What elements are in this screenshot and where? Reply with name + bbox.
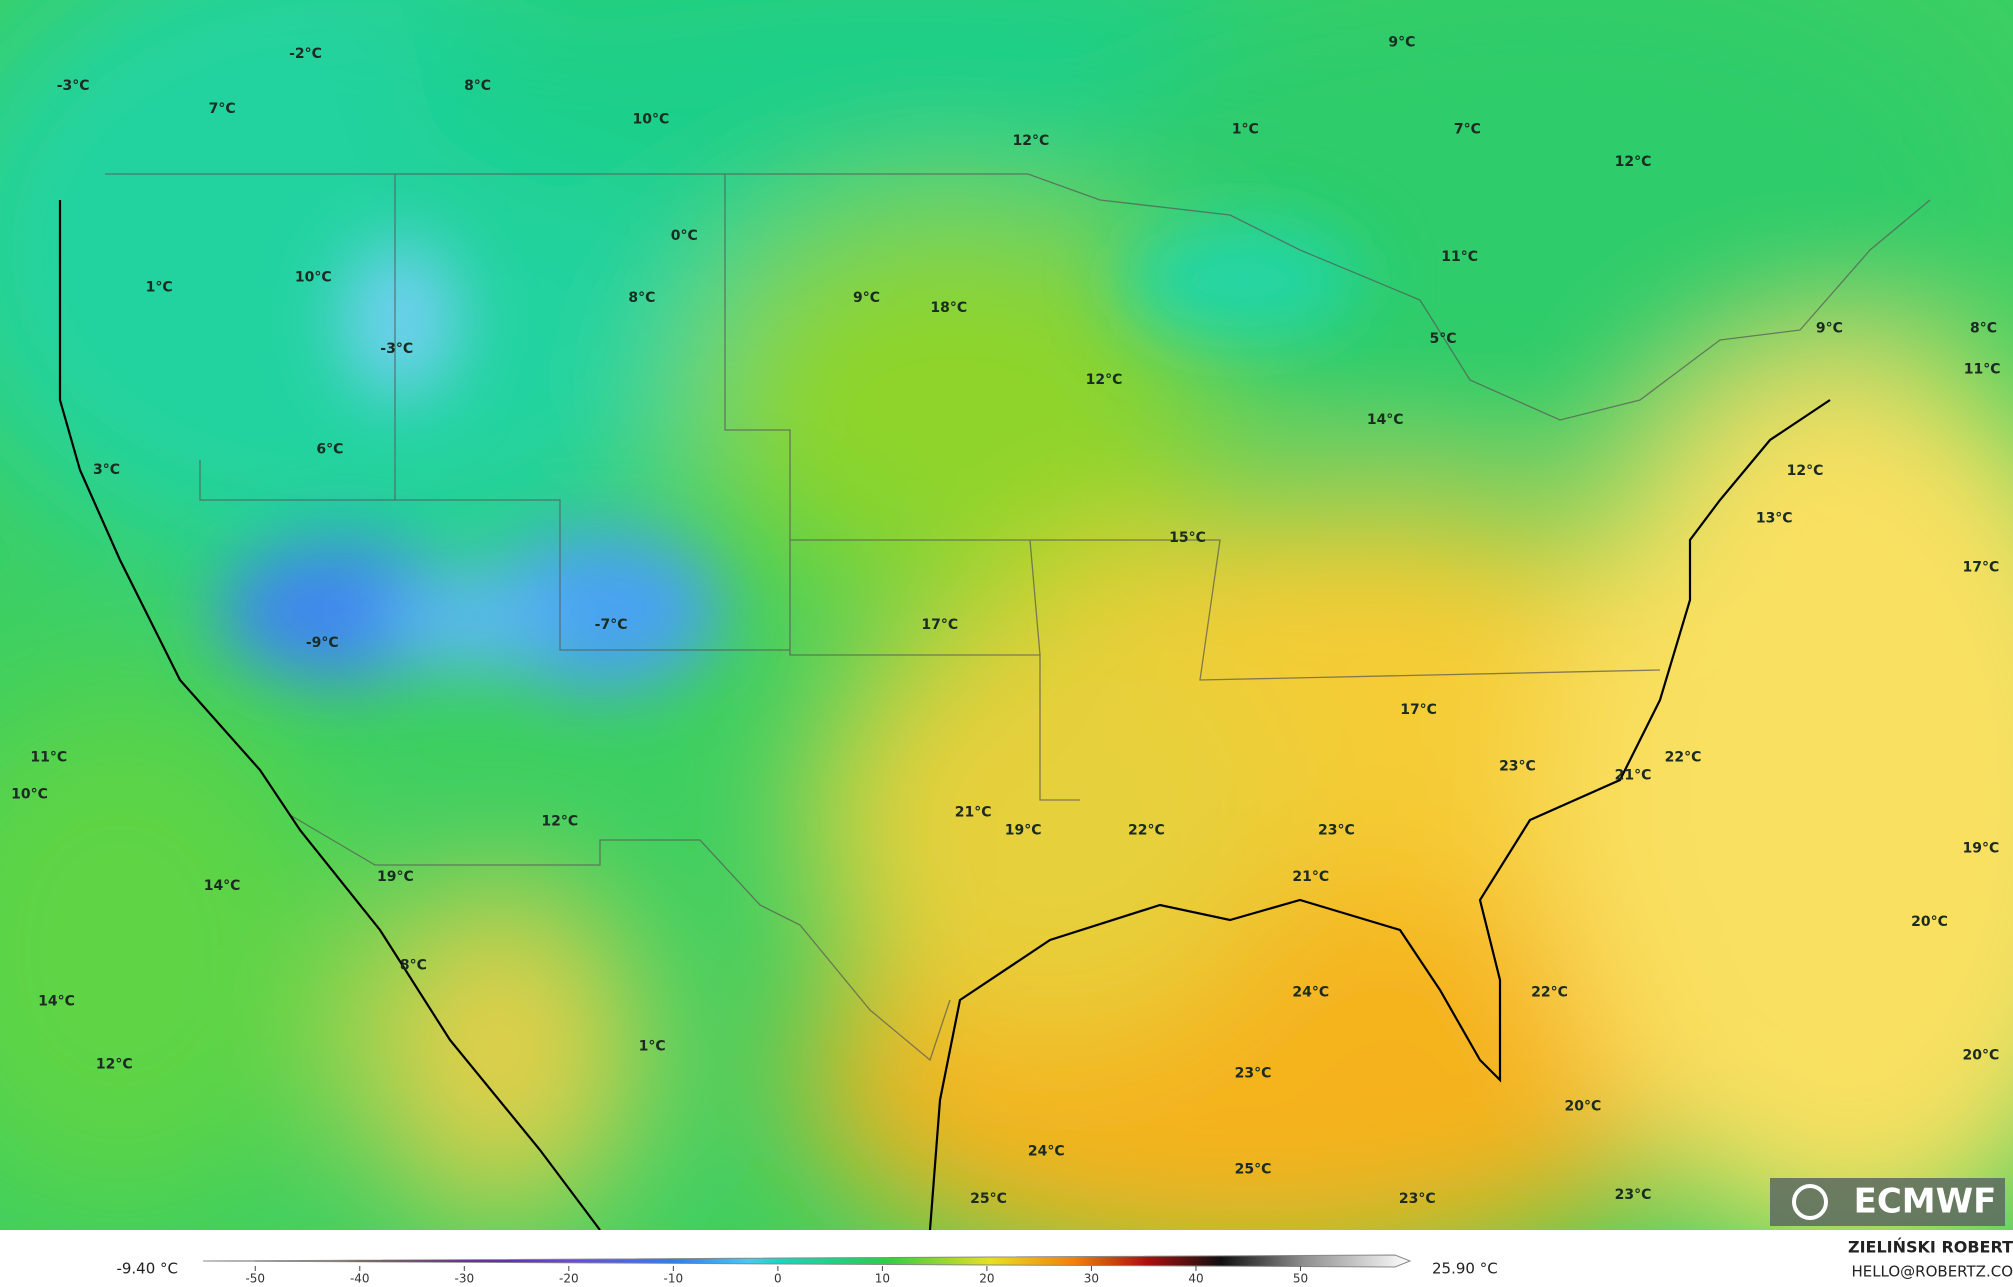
temperature-label: 17°C (1963, 559, 2000, 575)
temperature-label: 8°C (1970, 321, 1997, 337)
temperature-label: 5°C (1429, 331, 1456, 347)
temperature-label: 8°C (628, 290, 655, 306)
temperature-label: 20°C (1565, 1099, 1602, 1115)
colorbar-tick-label: -20 (559, 1272, 579, 1286)
temperature-label: 12°C (1615, 154, 1652, 170)
temperature-label: 1°C (1232, 122, 1259, 138)
colorbar-tick-label: -10 (664, 1272, 684, 1286)
temperature-label: 12°C (1013, 133, 1050, 149)
temperature-label: 10°C (295, 269, 332, 285)
credit-name: ZIELIŃSKI ROBERT (1848, 1238, 2013, 1257)
temperature-label: 14°C (38, 993, 75, 1009)
temperature-label: -7°C (595, 617, 628, 633)
temperature-label: 11°C (30, 749, 67, 765)
temperature-label: 22°C (1665, 749, 1702, 765)
temperature-label: 12°C (541, 814, 578, 830)
temperature-label: -2°C (289, 46, 322, 62)
temperature-label: 12°C (1787, 463, 1824, 479)
temperature-label: 20°C (1911, 914, 1948, 930)
max-label: 25.90 °C (1432, 1260, 1498, 1278)
colorbar-bar (202, 1254, 1412, 1268)
temperature-label: 24°C (1292, 984, 1329, 1000)
temperature-label: 23°C (1235, 1065, 1272, 1081)
temperature-label: 6°C (316, 441, 343, 457)
temperature-label: 3°C (93, 462, 120, 478)
temperature-label: 21°C (1615, 767, 1652, 783)
temperature-label: 11°C (1441, 249, 1478, 265)
borders (105, 173, 1931, 1062)
temperature-label: 22°C (1531, 984, 1568, 1000)
colorbar-tick-label: -50 (245, 1272, 265, 1286)
temperature-label: 9°C (1816, 321, 1843, 337)
temperature-label: 7°C (209, 101, 236, 117)
temperature-label: 25°C (1235, 1162, 1272, 1178)
temperature-label: 8°C (400, 957, 427, 973)
temperature-label: 17°C (1400, 702, 1437, 718)
temperature-label: 21°C (955, 805, 992, 821)
colorbar-tick-label: 10 (875, 1272, 890, 1286)
temperature-label: 9°C (853, 290, 880, 306)
temperature-label: 19°C (1963, 841, 2000, 857)
temperature-label: 19°C (1005, 823, 1042, 839)
temperature-label: -9°C (306, 635, 339, 651)
temperature-label: 14°C (1367, 412, 1404, 428)
temperature-label: 25°C (970, 1191, 1007, 1207)
temperature-label: 1°C (639, 1038, 666, 1054)
temperature-labels: -3°C -2°C 7°C 8°C 10°C 12°C 1°C 7°C 9°C 12°C 0°C 10… (11, 34, 2000, 1207)
temperature-label: -3°C (57, 78, 90, 94)
temperature-label: 11°C (1964, 362, 2001, 378)
temperature-label: -3°C (380, 341, 413, 357)
temperature-label: 8°C (464, 78, 491, 94)
min-label: -9.40 °C (116, 1260, 178, 1278)
temperature-label: 14°C (204, 878, 241, 894)
temperature-label: 1°C (146, 280, 173, 296)
colorbar-tick-label: -40 (350, 1272, 370, 1286)
coastline (58, 200, 1831, 1230)
temperature-label: 18°C (930, 300, 967, 316)
colorbar-tick-label: -30 (454, 1272, 474, 1286)
temperature-label: 23°C (1499, 758, 1536, 774)
logo-box: ECMWF (1770, 1178, 2005, 1226)
temperature-label: 13°C (1756, 511, 1793, 527)
temperature-label: 15°C (1169, 530, 1206, 546)
credit-site: HELLO@ROBERTZ.CO (1851, 1263, 2013, 1281)
temperature-label: 23°C (1318, 823, 1355, 839)
temperature-label: 9°C (1388, 34, 1415, 50)
colorbar-tick-label: 20 (979, 1272, 994, 1286)
temperature-label: 12°C (1086, 372, 1123, 388)
temperature-label: 7°C (1454, 122, 1481, 138)
temperature-label: 21°C (1292, 869, 1329, 885)
temperature-label: 20°C (1963, 1047, 2000, 1063)
temperature-label: 12°C (96, 1056, 133, 1072)
temperature-label: 0°C (671, 228, 698, 244)
temperature-label: 10°C (11, 787, 48, 803)
temperature-label: 10°C (633, 111, 670, 127)
temperature-label: 23°C (1399, 1191, 1436, 1207)
temperature-label: 23°C (1615, 1187, 1652, 1203)
temperature-label: 19°C (377, 869, 414, 885)
logo-text: ECMWF (1854, 1182, 1997, 1222)
colorbar-tick-label: 0 (774, 1272, 782, 1286)
colorbar-tick-label: 50 (1293, 1272, 1308, 1286)
temperature-label: 24°C (1028, 1144, 1065, 1160)
colorbar-tick-label: 40 (1188, 1272, 1203, 1286)
colorbar-tick-label: 30 (1084, 1272, 1099, 1286)
colorbar: -9.40 °C 25.90 °C ZIELIŃSKI ROBERT HELLO… (116, 1238, 2013, 1286)
temperature-label: 22°C (1128, 823, 1165, 839)
temperature-label: 17°C (921, 617, 958, 633)
